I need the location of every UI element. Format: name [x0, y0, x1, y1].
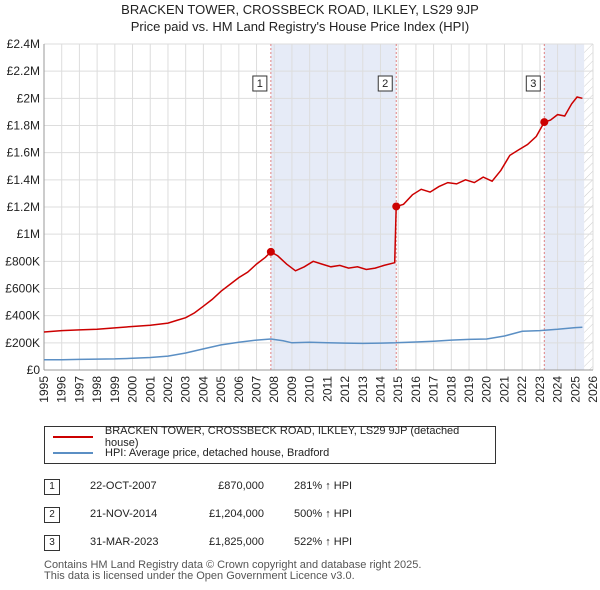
x-tick-label: 2021 — [497, 376, 511, 403]
sale-point — [392, 202, 401, 211]
x-tick-label: 2008 — [267, 376, 281, 403]
x-tick-label: 2010 — [303, 376, 317, 403]
y-tick-label: £1.4M — [7, 173, 40, 187]
x-tick-label: 1999 — [108, 376, 122, 403]
sale-label: 3 — [530, 78, 536, 90]
sale-label-box — [525, 75, 541, 92]
x-tick-label: 2011 — [320, 376, 334, 402]
transaction-price: £870,000 — [218, 480, 264, 492]
x-tick-label: 1997 — [72, 376, 86, 403]
x-tick-label: 2012 — [338, 376, 352, 403]
x-tick-label: 2017 — [427, 376, 441, 403]
legend-swatch-property — [53, 436, 93, 438]
x-tick-label: 2022 — [515, 376, 529, 403]
legend-item-hpi: HPI: Average price, detached house, Brad… — [53, 445, 329, 461]
sale-label: 2 — [382, 78, 388, 90]
legend: BRACKEN TOWER, CROSSBECK ROAD, ILKLEY, L… — [44, 425, 496, 464]
transaction-row: 1 22-OCT-2007 £870,000 281% ↑ HPI — [44, 476, 444, 498]
x-tick-label: 2007 — [250, 376, 264, 403]
series-line-property — [43, 96, 583, 333]
x-tick-label: 2009 — [285, 376, 299, 403]
x-tick-label: 1998 — [90, 376, 104, 403]
legend-label-hpi: HPI: Average price, detached house, Brad… — [105, 447, 330, 459]
sale-point — [540, 118, 549, 127]
sale-point — [266, 247, 275, 256]
x-tick-label: 2000 — [126, 376, 140, 403]
x-tick-label: 1996 — [55, 376, 69, 403]
price-chart: £0 £200K £400K £600K £800K £1M £1.2M £1.4M £1.6M… — [5, 37, 600, 403]
chart-title: BRACKEN TOWER, CROSSBECK ROAD, ILKLEY, L… — [121, 2, 479, 17]
transaction-row: 2 21-NOV-2014 £1,204,000 500% ↑ HPI — [44, 504, 444, 526]
x-tick-label: 2025 — [568, 376, 582, 403]
x-tick-label: 2024 — [551, 376, 565, 403]
series-line-hpi — [43, 326, 583, 361]
transaction-price: £1,825,000 — [208, 536, 264, 548]
transaction-row: 3 31-MAR-2023 £1,825,000 522% ↑ HPI — [44, 532, 444, 554]
transaction-date: 21-NOV-2014 — [90, 508, 158, 520]
y-tick-label: £400K — [5, 309, 40, 323]
transaction-marker: 3 — [44, 535, 60, 551]
y-tick-label: £2M — [17, 91, 40, 105]
y-tick-label: £600K — [5, 282, 40, 296]
y-tick-label: £800K — [5, 254, 40, 268]
y-tick-label: £1.6M — [7, 146, 40, 160]
y-tick-label: £1M — [17, 227, 40, 241]
x-tick-label: 2004 — [196, 376, 210, 403]
transaction-date: 31-MAR-2023 — [90, 536, 159, 548]
x-tick-label: 2003 — [179, 376, 193, 403]
y-tick-label: £200K — [5, 336, 40, 350]
x-tick-label: 2019 — [462, 376, 476, 403]
y-tick-label: £2.2M — [7, 64, 40, 78]
chart-subtitle: Price paid vs. HM Land Registry's House … — [130, 19, 470, 34]
x-tick-label: 1995 — [37, 376, 51, 403]
sale-label-box — [252, 75, 268, 92]
sale-label: 1 — [257, 78, 263, 90]
x-tick-label: 2014 — [373, 376, 387, 403]
x-tick-label: 2018 — [444, 376, 458, 403]
y-tick-label: £1.2M — [7, 200, 40, 214]
x-tick-label: 2015 — [391, 376, 405, 403]
transaction-hpi: 281% ↑ HPI — [294, 480, 353, 492]
x-tick-label: 2005 — [214, 376, 228, 403]
y-tick-label: £0 — [27, 363, 41, 377]
legend-swatch-hpi — [53, 452, 93, 454]
transaction-marker: 2 — [44, 507, 60, 523]
footer-licence: This data is licensed under the Open Gov… — [44, 570, 355, 582]
x-tick-label: 2002 — [161, 376, 175, 403]
x-tick-label: 2026 — [586, 376, 600, 403]
legend-item-property: BRACKEN TOWER, CROSSBECK ROAD, ILKLEY, L… — [53, 425, 495, 449]
x-tick-label: 2013 — [356, 376, 370, 403]
footer: Contains HM Land Registry data © Crown c… — [44, 560, 421, 582]
x-tick-label: 2001 — [143, 376, 157, 403]
transaction-date: 22-OCT-2007 — [90, 480, 157, 492]
transaction-hpi: 522% ↑ HPI — [294, 536, 353, 548]
transaction-marker: 1 — [44, 479, 60, 495]
footer-copyright: Contains HM Land Registry data © Crown c… — [44, 559, 422, 571]
sale-label-box — [377, 75, 393, 92]
x-tick-label: 2016 — [409, 376, 423, 403]
transaction-price: £1,204,000 — [208, 508, 264, 520]
legend-label-property: BRACKEN TOWER, CROSSBECK ROAD, ILKLEY, L… — [104, 425, 460, 449]
x-tick-label: 2023 — [533, 376, 547, 403]
transaction-hpi: 500% ↑ HPI — [294, 508, 353, 520]
y-tick-label: £1.8M — [7, 119, 40, 133]
x-tick-label: 2006 — [232, 376, 246, 403]
y-tick-label: £2.4M — [7, 37, 40, 51]
x-tick-label: 2020 — [480, 376, 494, 403]
